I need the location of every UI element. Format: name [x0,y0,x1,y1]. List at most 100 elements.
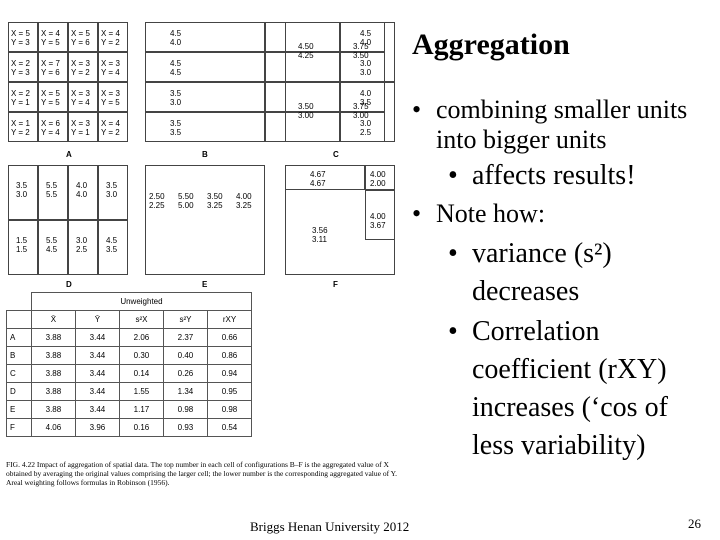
table-cell: 0.30 [118,346,164,365]
bullet-item: • variance (s²) [448,238,612,270]
grid-a-cell [98,112,128,142]
table-cell: 3.88 [30,364,76,383]
grid-a-value: X = 6 [41,119,60,128]
grid-b-value: 3.0 [360,59,372,68]
page-number: 26 [688,516,701,531]
grid-d-value: 2.5 [76,245,88,254]
grid-a-cell [8,22,38,52]
bullet-item: • Correlation [448,316,600,348]
grid-f-value: 2.00 [370,179,386,188]
grid-d-value: 3.5 [106,245,118,254]
grid-e-value: 3.50 [207,192,223,201]
grid-a-value: Y = 3 [11,38,30,47]
grid-d-value: 5.5 [46,190,58,199]
grid-a-value: X = 1 [11,119,30,128]
table-corner [6,310,32,329]
grid-d-value: 3.0 [106,190,118,199]
bullet-text: Note how: [436,199,546,228]
grid-b-value: 4.5 [170,59,182,68]
grid-b-value: 2.5 [360,128,372,137]
grid-b-cell [145,52,265,82]
grid-d-value: 4.0 [76,190,88,199]
grid-b-cell [145,82,265,112]
grid-b-value: 3.0 [170,98,182,107]
grid-d-cell [38,165,68,220]
grid-d-cell [98,220,128,275]
table-row-label: A [6,328,32,347]
table-cell: 1.55 [118,382,164,401]
grid-a-value: X = 3 [71,59,90,68]
grid-a-cell [38,112,68,142]
grid-a-cell [8,112,38,142]
grid-a-cell [68,82,98,112]
grid-a-cell [68,112,98,142]
grid-d-value: 5.5 [46,236,58,245]
grid-f-value: 3.56 [312,226,328,235]
bullet-text: decreases [472,276,580,307]
grid-a-value: X = 3 [71,89,90,98]
table-row: B 3.88 3.44 0.30 0.40 0.86 [6,346,253,365]
table-cell: 0.94 [206,364,253,383]
grid-d-value: 4.0 [76,181,88,190]
grid-b-cell [145,22,265,52]
grid-a-value: X = 5 [41,89,60,98]
table-row: E 3.88 3.44 1.17 0.98 0.98 [6,400,253,419]
grid-b-value: 4.5 [170,29,182,38]
grid-b-value: 3.5 [360,98,372,107]
grid-e-value: 2.50 [149,192,165,201]
grid-d-value: 4.5 [106,236,118,245]
grid-c-value: 3.00 [353,111,369,120]
grid-f-cell [365,165,395,190]
grid-a-value: Y = 4 [41,128,60,137]
table-cell: 0.54 [206,418,253,437]
grid-c-value: 4.25 [298,51,314,60]
bullet-text: affects results! [472,160,636,191]
grid-a-value: Y = 6 [41,68,60,77]
grid-c-value: 3.75 [353,42,369,51]
footer-text: Briggs Henan University 2012 [250,519,410,534]
grid-a-value: X = 3 [101,89,120,98]
grid-f-value: 3.11 [312,235,327,244]
label-c: C [333,150,339,159]
table-cell: 1.17 [118,400,164,419]
grid-a-cell [38,22,68,52]
bullet-item: into bigger units [436,124,606,156]
table-row: D 3.88 3.44 1.55 1.34 0.95 [6,382,253,401]
grid-a-value: Y = 2 [71,68,90,77]
grid-a-value: Y = 1 [11,98,30,107]
bullet-item: increases (‘cos of [472,392,668,424]
grid-e-value: 2.25 [149,201,165,210]
grid-a-cell [98,82,128,112]
grid-b-value: 4.5 [170,68,182,77]
grid-e-value: 3.25 [236,201,252,210]
bullet-dot-icon: • [412,95,422,124]
table-row-label: E [6,400,32,419]
bullet-text: variance (s²) [472,238,612,269]
grid-d-cell [38,220,68,275]
table-row-label: F [6,418,32,437]
table-row-label: C [6,364,32,383]
bullet-item: coefficient (rXY) [472,354,667,386]
bullet-item: • combining smaller units [412,94,687,126]
grid-a-value: Y = 5 [41,98,60,107]
table-row-label: D [6,382,32,401]
grid-e-frame [145,165,265,275]
grid-c-value: 3.00 [298,111,314,120]
grid-a-value: X = 7 [41,59,60,68]
table-row-label: B [6,346,32,365]
table-row: A 3.88 3.44 2.06 2.37 0.66 [6,328,253,347]
grid-b-value: 4.5 [360,29,372,38]
grid-d-cell [68,220,98,275]
grid-c-cell [340,22,395,82]
bullet-item: • Note how: [412,198,546,230]
grid-e-value: 4.00 [236,192,252,201]
grid-a-value: Y = 5 [101,98,120,107]
table-cell: 0.86 [206,346,253,365]
bullet-text: coefficient (rXY) [472,354,667,385]
table-cell: 0.16 [118,418,164,437]
grid-b-value: 3.5 [170,119,182,128]
grid-f-value: 4.00 [370,170,386,179]
grid-a-cell [8,52,38,82]
